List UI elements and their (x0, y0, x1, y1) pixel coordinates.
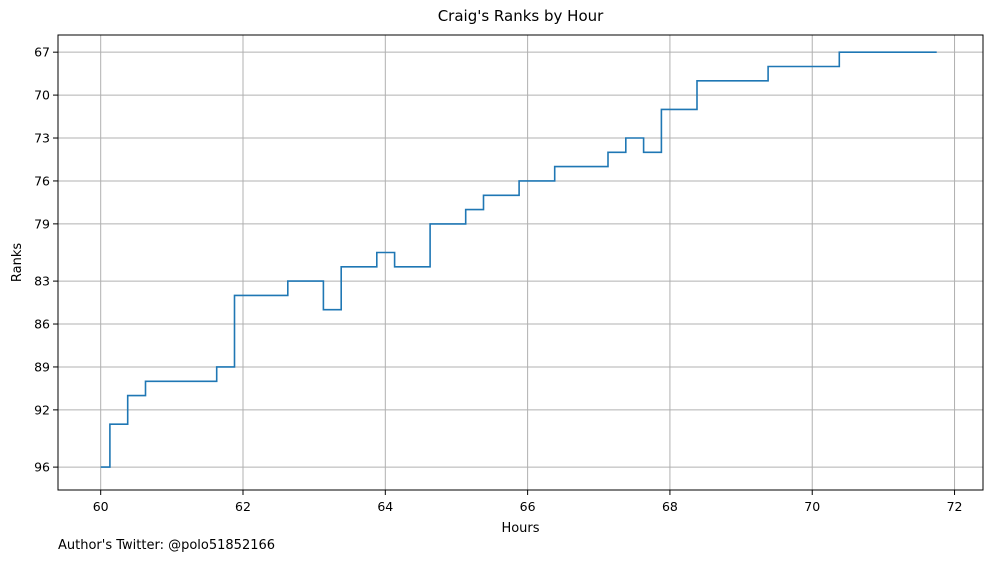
y-tick-label: 67 (34, 45, 50, 60)
y-tick-label: 83 (34, 274, 50, 289)
y-tick-label: 76 (34, 173, 50, 188)
y-tick-label: 96 (34, 460, 50, 475)
x-axis-title: Hours (501, 521, 539, 536)
y-tick-label: 70 (34, 88, 50, 103)
author-twitter-note: Author's Twitter: @polo51852166 (58, 538, 276, 553)
y-tick-label: 79 (34, 216, 50, 231)
x-tick-label: 68 (662, 499, 678, 514)
grid-lines (58, 35, 983, 490)
y-tick-label: 92 (34, 402, 50, 417)
y-axis: 67 70 73 76 79 83 86 89 92 96 (34, 45, 58, 475)
x-tick-label: 70 (804, 499, 820, 514)
plot-area (57, 34, 984, 491)
x-axis: 60 62 64 66 68 70 72 (93, 490, 963, 514)
series-line (100, 51, 937, 468)
y-axis-title: Ranks (10, 243, 25, 282)
x-tick-label: 62 (235, 499, 251, 514)
x-tick-label: 60 (93, 499, 109, 514)
y-tick-label: 73 (34, 131, 50, 146)
y-tick-label: 86 (34, 317, 50, 332)
y-tick-label: 89 (34, 359, 50, 374)
x-tick-label: 72 (947, 499, 963, 514)
x-tick-label: 64 (377, 499, 393, 514)
x-tick-label: 66 (520, 499, 536, 514)
chart-title: Craig's Ranks by Hour (438, 7, 604, 25)
